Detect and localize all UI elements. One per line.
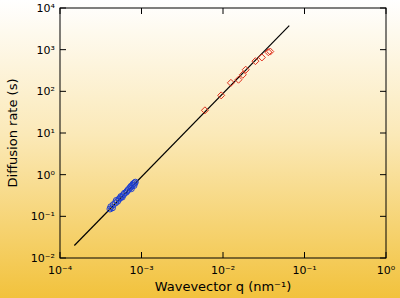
y-tick-label: 10⁻² xyxy=(31,252,55,265)
y-tick-label: 10¹ xyxy=(37,127,55,140)
circle-point xyxy=(128,186,134,192)
fit-line xyxy=(74,26,289,246)
y-tick-label: 10³ xyxy=(37,44,55,57)
y-tick-label: 10⁰ xyxy=(37,169,56,182)
y-tick-label: 10⁴ xyxy=(37,2,56,15)
diamond-point xyxy=(258,54,265,61)
x-tick-label: 10⁻³ xyxy=(129,264,153,277)
y-tick xyxy=(60,91,66,92)
x-tick-top xyxy=(304,8,305,14)
y-tick-right xyxy=(380,91,386,92)
x-tick-label: 10⁻⁴ xyxy=(48,264,73,277)
diamond-point xyxy=(227,79,234,86)
x-tick xyxy=(304,252,305,258)
plot-data xyxy=(74,26,289,246)
x-tick-label: 10⁻¹ xyxy=(292,264,316,277)
x-axis-title: Wavevector q (nm⁻¹) xyxy=(155,279,292,294)
y-tick xyxy=(60,216,66,217)
y-tick xyxy=(60,49,66,50)
y-tick-label: 10⁻¹ xyxy=(31,210,55,223)
y-tick xyxy=(60,133,66,134)
y-axis-title: Diffusion rate (s) xyxy=(5,79,20,188)
diamond-point xyxy=(235,76,242,83)
y-tick xyxy=(60,174,66,175)
diamond-point xyxy=(267,48,274,55)
diamond-point xyxy=(242,66,249,73)
x-tick xyxy=(223,252,224,258)
x-tick-top xyxy=(223,8,224,14)
chart: 10⁻⁴ 10⁻³ 10⁻² 10⁻¹ 10⁰ 10⁻² 10⁻¹ 10⁰ 10¹ 10² 10³ 1… xyxy=(0,0,400,298)
diamond-point xyxy=(218,92,225,99)
plot-frame xyxy=(60,8,386,258)
y-tick-right xyxy=(380,216,386,217)
y-tick-right xyxy=(380,133,386,134)
y-tick-right xyxy=(380,49,386,50)
x-tick-label: 10⁰ xyxy=(377,264,396,277)
y-tick-label: 10² xyxy=(37,85,55,98)
x-tick xyxy=(141,252,142,258)
x-tick-top xyxy=(141,8,142,14)
diamond-point xyxy=(252,58,259,65)
x-tick-label: 10⁻² xyxy=(211,264,235,277)
diamond-point xyxy=(201,107,208,114)
y-tick-right xyxy=(380,174,386,175)
